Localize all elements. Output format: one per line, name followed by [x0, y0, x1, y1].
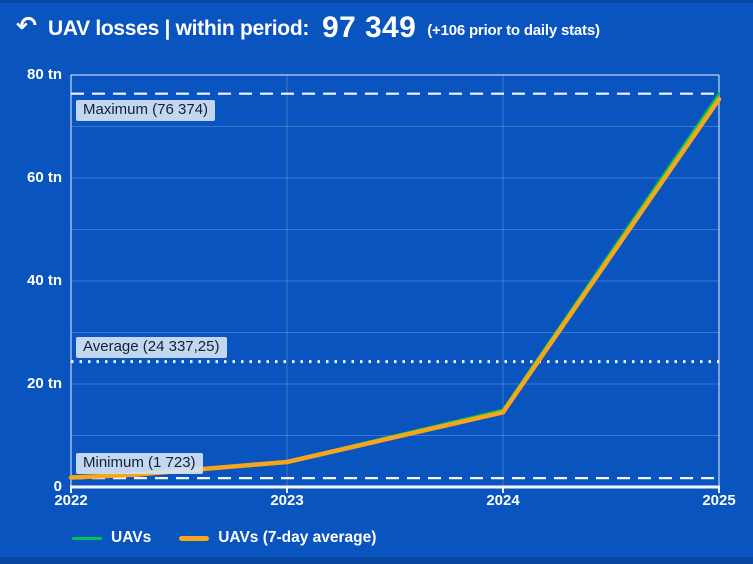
y-axis-label-20000: 20 tn — [26, 375, 62, 392]
y-axis-label-80000: 80 tn — [26, 66, 62, 83]
legend-label: UAVs (7-day average) — [218, 529, 377, 546]
annotation-maximum: Maximum (76 374) — [76, 99, 216, 121]
total-count: 97 349 — [322, 11, 417, 44]
annotation-average: Average (24 337,25) — [76, 336, 227, 358]
line-swatch-icon — [179, 535, 210, 541]
top-edge-shade — [0, 0, 753, 3]
legend-item-uavs-7day-average[interactable]: UAVs (7-day average) — [179, 529, 376, 547]
legend-item-uavs[interactable]: UAVs — [72, 529, 151, 547]
page-title: UAV losses | within period: — [47, 17, 310, 40]
x-axis-label-2023: 2023 — [270, 492, 304, 509]
legend: UAVs UAVs (7-day average) — [72, 529, 376, 547]
x-axis-label-2024: 2024 — [486, 492, 520, 509]
y-axis-label-40000: 40 tn — [26, 272, 62, 289]
x-axis-label-2022: 2022 — [54, 492, 88, 509]
annotation-minimum: Minimum (1 723) — [76, 453, 203, 475]
header: ↶ UAV losses | within period: 97 349 (+1… — [0, 0, 753, 58]
line-swatch-icon — [72, 536, 102, 540]
legend-label: UAVs — [111, 529, 152, 546]
x-axis-label-2025: 2025 — [702, 492, 736, 509]
y-axis-label-0: 0 — [53, 478, 62, 495]
back-undo-icon[interactable]: ↶ — [16, 12, 37, 40]
y-axis-label-60000: 60 tn — [26, 169, 62, 186]
total-note: (+106 prior to daily stats) — [427, 21, 600, 39]
bottom-edge-shade — [0, 557, 753, 564]
